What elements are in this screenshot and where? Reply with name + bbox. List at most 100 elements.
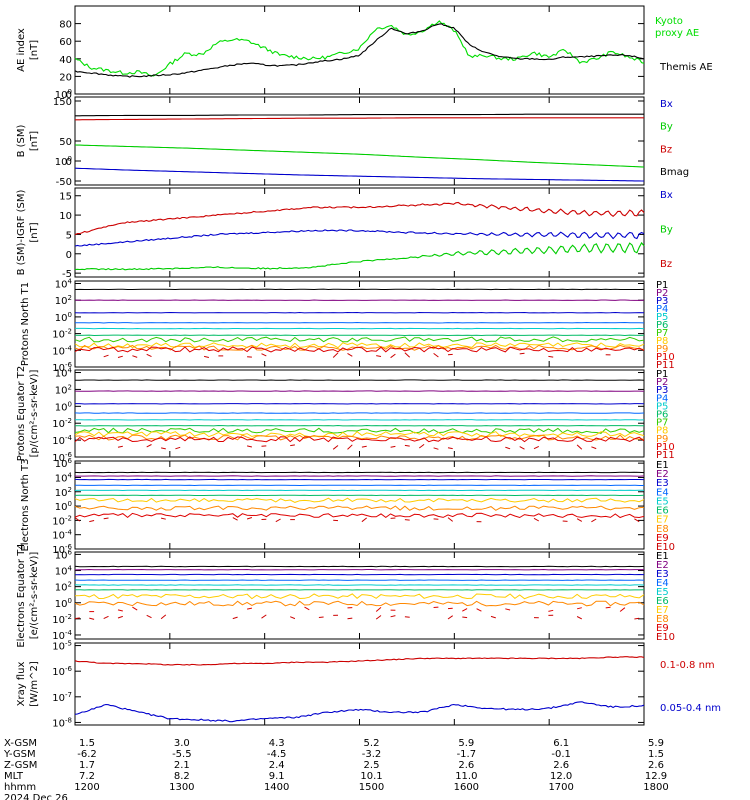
ephem-value: -5.5 — [172, 749, 192, 760]
y-tick-label-base: 10 — [52, 545, 65, 556]
flux-segment — [476, 608, 482, 612]
series-line-0-1-0-8-nm — [74, 656, 645, 666]
y-tick-label: 50 — [59, 137, 72, 148]
flux-segment — [404, 444, 410, 447]
y-tick-label: 10-8 — [52, 716, 72, 729]
channel-label: E1 — [656, 551, 669, 562]
flux-segment — [117, 609, 123, 612]
flux-segment — [74, 517, 81, 522]
flux-segment — [376, 355, 382, 357]
channel-label: P11 — [656, 450, 675, 461]
channel-label: E7 — [656, 605, 669, 616]
channel-label: P10 — [656, 442, 675, 453]
flux-segment — [74, 617, 80, 620]
y-tick-label: -5 — [62, 269, 72, 280]
channel-label: P2 — [656, 377, 668, 388]
ephem-value: 2.6 — [648, 760, 664, 771]
flux-segment — [175, 446, 181, 450]
flux-segment — [576, 444, 583, 450]
ephem-value: -1.7 — [457, 749, 477, 760]
y-tick-label: 10-4 — [52, 529, 72, 542]
y-tick-label-base: 10 — [52, 531, 65, 542]
y-tick-label: 5 — [66, 230, 72, 241]
channel-label: E8 — [656, 614, 669, 625]
flux-segment — [232, 616, 238, 620]
legend-label: Kyoto — [655, 16, 683, 27]
panel-bsm: -50 0 50 100 150 B (SM) [nT] Bx By Bz Bmag — [16, 96, 689, 188]
flux-line-p8 — [74, 342, 645, 349]
y-tick-label: 80 — [59, 20, 72, 31]
flux-segment — [533, 517, 540, 522]
y-tick-label: 60 — [59, 37, 72, 48]
flux-segment — [576, 518, 583, 522]
y-axis-label: Electrons Equator T4 — [16, 543, 27, 647]
legend-label: proxy AE — [655, 28, 699, 39]
flux-segment — [275, 518, 281, 523]
channel-label: E8 — [656, 524, 669, 535]
channel-label: P7 — [656, 418, 668, 429]
y-tick-label-base: 10 — [55, 473, 68, 484]
y-tick-label-exp: 0 — [68, 88, 72, 96]
flux-segment — [103, 354, 109, 358]
flux-line-e7 — [74, 497, 645, 503]
flux-segment — [505, 446, 511, 450]
y-tick-label-exp: -8 — [65, 716, 72, 724]
y-tick-label: 102 — [55, 383, 72, 396]
channel-label: E1 — [656, 460, 669, 471]
y-tick-label-exp: 0 — [68, 500, 72, 508]
ephem-value: 2.6 — [458, 760, 474, 771]
y-tick-label-exp: 2 — [68, 486, 72, 494]
channel-label: P1 — [656, 280, 668, 291]
channel-label: P10 — [656, 352, 675, 363]
channel-label: P6 — [656, 410, 668, 421]
flux-line-p10 — [74, 436, 645, 443]
y-tick-label: 100 — [55, 400, 72, 413]
series-line-bx — [74, 229, 645, 247]
ephem-value: -6.2 — [77, 749, 97, 760]
channel-label: E5 — [656, 587, 669, 598]
y-tick-label: 10-2 — [52, 613, 72, 626]
flux-segment — [160, 447, 166, 450]
y-tick-label-base: 10 — [55, 550, 68, 561]
y-tick-label: 100 — [55, 311, 72, 324]
flux-segment — [519, 446, 525, 450]
ephem-value: 5.9 — [648, 738, 664, 749]
channel-label: E6 — [656, 506, 669, 517]
y-axis-unit: [nT] — [29, 131, 40, 151]
y-tick-label: 10-4 — [52, 344, 72, 357]
y-tick-label-exp: -2 — [65, 613, 72, 621]
legend-label: Themis AE — [659, 62, 713, 73]
y-tick-label-exp: 6 — [68, 548, 73, 556]
y-axis-label: Xray flux — [16, 662, 27, 707]
flux-segment — [390, 445, 396, 448]
flux-segment — [591, 446, 597, 450]
y-tick-label-exp: 0 — [68, 311, 72, 319]
y-tick-label-base: 10 — [52, 718, 65, 729]
legend-label: Bx — [660, 99, 673, 110]
ephem-row-label: X-GSM — [4, 738, 37, 749]
y-tick-label: 0 — [66, 90, 72, 101]
flux-segment — [146, 614, 152, 619]
ephem-value: 11.0 — [455, 771, 477, 782]
channel-label: E7 — [656, 515, 669, 526]
flux-segment — [347, 617, 353, 620]
legend-label: By — [660, 122, 673, 133]
flux-segment — [132, 606, 138, 611]
flux-segment — [160, 517, 166, 520]
flux-segment — [619, 607, 626, 612]
flux-line-p10 — [74, 346, 645, 353]
y-tick-label-base: 10 — [52, 419, 65, 430]
channel-label: P1 — [656, 369, 668, 380]
flux-line-p4 — [75, 321, 645, 324]
flux-line-e9 — [74, 512, 645, 519]
flux-segment — [132, 355, 138, 358]
flux-line-p7 — [74, 427, 645, 434]
channel-label: E3 — [656, 478, 669, 489]
series-line-themis-ae — [74, 23, 645, 78]
y-tick-label: 100 — [55, 155, 72, 168]
y-tick-label: 104 — [55, 367, 73, 380]
flux-segment — [318, 616, 324, 618]
